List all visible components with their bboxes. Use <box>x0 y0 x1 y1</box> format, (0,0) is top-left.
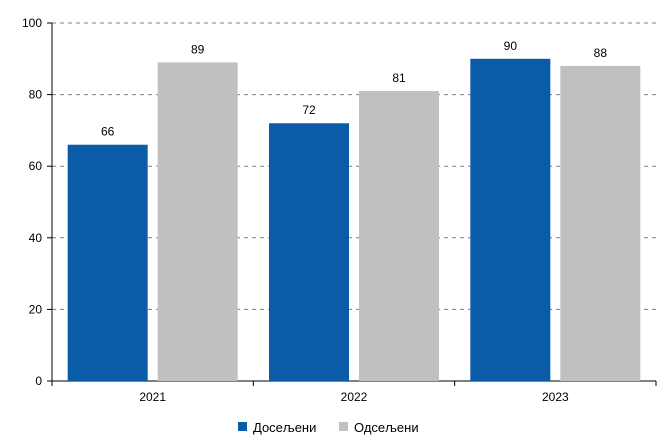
legend-label: Досељени <box>253 420 316 435</box>
y-tick-label: 0 <box>35 374 42 388</box>
y-tick-label: 20 <box>29 302 43 316</box>
bar-Одсељени-2021 <box>157 62 238 381</box>
y-tick-label: 60 <box>29 159 43 173</box>
data-label: 89 <box>191 42 205 56</box>
data-label: 90 <box>504 39 518 53</box>
legend-swatch <box>238 422 247 431</box>
data-label: 72 <box>302 103 316 117</box>
y-tick-label: 100 <box>22 16 42 30</box>
x-tick-label: 2021 <box>139 390 166 404</box>
legend-swatch <box>339 422 348 431</box>
y-tick-label: 80 <box>29 88 43 102</box>
bar-Досељени-2022 <box>269 123 349 382</box>
x-tick-label: 2023 <box>542 390 569 404</box>
bar-Одсељени-2022 <box>359 91 439 382</box>
data-label: 66 <box>101 125 115 139</box>
y-tick-label: 40 <box>29 231 43 245</box>
x-tick-label: 2022 <box>341 390 368 404</box>
legend-label: Одсељени <box>354 420 419 435</box>
bar-Досељени-2021 <box>67 144 148 381</box>
bar-Досељени-2023 <box>470 58 551 382</box>
data-label: 88 <box>594 46 608 60</box>
data-label: 81 <box>392 71 406 85</box>
bar-Одсељени-2023 <box>560 65 641 382</box>
